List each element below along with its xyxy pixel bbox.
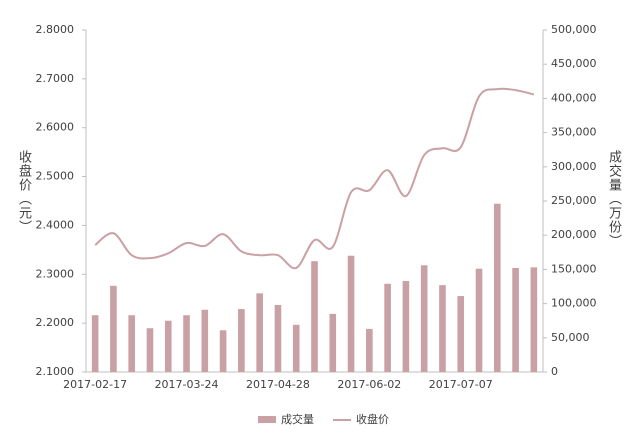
x-tick-label: 2017-03-24: [155, 378, 219, 391]
bar: [91, 315, 99, 372]
y2-tick-label: 350,000: [551, 126, 597, 139]
bar: [494, 203, 501, 372]
bar: [457, 296, 465, 372]
y2-tick-label: 50,000: [551, 331, 590, 344]
x-tick-label: 2017-04-28: [246, 378, 310, 391]
bar: [164, 320, 172, 372]
legend-swatch: [258, 416, 276, 423]
y-tick-label: 2.4000: [36, 218, 75, 231]
y2-tick-label: 300,000: [551, 160, 597, 173]
y-tick-label: 2.1000: [36, 365, 75, 378]
bar: [384, 283, 391, 372]
y2-axis-title: 成交量（万份）: [606, 150, 621, 248]
legend-label: 成交量: [281, 412, 314, 426]
y2-tick-label: 500,000: [551, 23, 597, 36]
y-tick-label: 2.2000: [36, 316, 75, 329]
y-tick-label: 2.3000: [36, 267, 75, 280]
bar: [292, 324, 300, 372]
bar: [183, 315, 190, 372]
y2-tick-label: 250,000: [551, 194, 597, 207]
y2-tick-label: 450,000: [551, 57, 597, 70]
bar: [366, 328, 373, 372]
bar: [347, 255, 355, 372]
y-tick-label: 2.8000: [36, 23, 75, 36]
bar: [311, 261, 318, 372]
bar: [238, 309, 245, 372]
bar: [128, 315, 135, 372]
bar: [512, 268, 519, 372]
y2-tick-label: 400,000: [551, 91, 597, 104]
x-tick-label: 2017-02-17: [63, 378, 127, 391]
y-tick-label: 2.5000: [36, 170, 75, 183]
legend-label: 收盘价: [356, 412, 389, 426]
line: [94, 87, 535, 270]
bar: [146, 328, 154, 372]
y-axis-title: 收盘价（元）: [16, 150, 31, 234]
bar: [329, 313, 337, 372]
x-tick-label: 2017-07-07: [429, 378, 493, 391]
bar: [475, 268, 483, 372]
bar: [274, 304, 282, 372]
y2-tick-label: 150,000: [551, 262, 597, 275]
y2-tick-label: 0: [551, 365, 558, 378]
x-tick-label: 2017-06-02: [337, 378, 401, 391]
bar: [439, 285, 446, 372]
bar: [256, 293, 263, 372]
bar: [201, 309, 209, 372]
y2-tick-label: 200,000: [551, 228, 597, 241]
bar: [420, 265, 428, 372]
y-tick-label: 2.6000: [36, 121, 75, 134]
bar: [530, 267, 538, 372]
bar: [110, 285, 117, 372]
y-tick-label: 2.7000: [36, 72, 75, 85]
y2-tick-label: 100,000: [551, 297, 597, 310]
bar: [219, 330, 227, 372]
bar: [402, 281, 410, 372]
